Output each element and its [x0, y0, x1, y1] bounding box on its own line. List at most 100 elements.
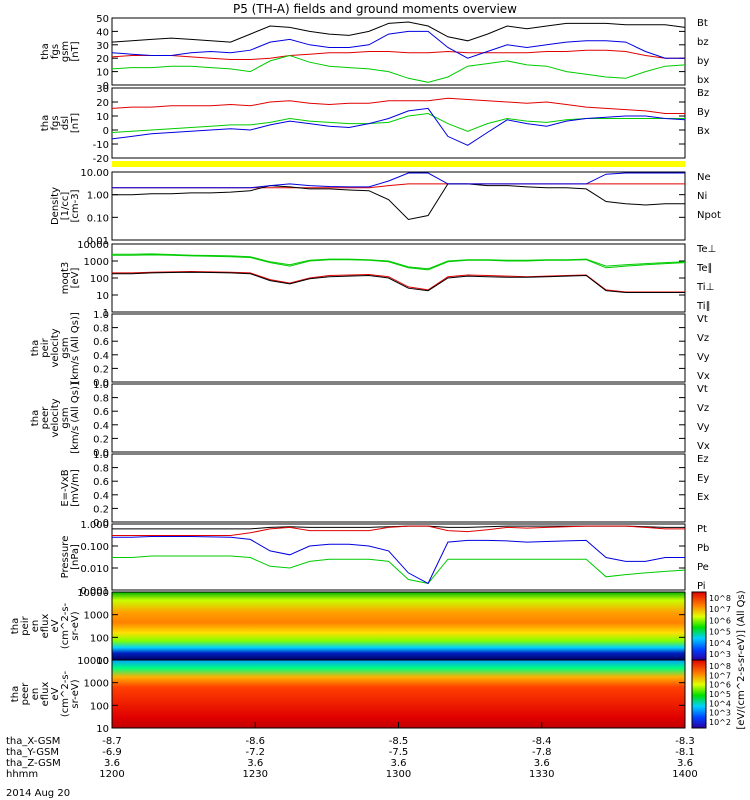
y-tick-label: 1000	[84, 611, 109, 622]
y-axis-label-line: eV	[50, 619, 61, 632]
y-tick-label: 0.010	[80, 564, 109, 575]
y-axis-label-line: Density	[50, 187, 61, 225]
legend-entry: Ne	[697, 172, 711, 183]
y-tick-label: 10	[96, 68, 109, 79]
x-tick-label: -8.7	[102, 736, 122, 747]
y-axis-label-line: tha	[40, 115, 51, 131]
y-tick-label: 1.0	[93, 380, 109, 391]
y-tick-label: 20	[96, 54, 109, 65]
y-tick-label: 100	[90, 633, 109, 644]
y-tick-label: 1.00	[87, 191, 109, 202]
panel-frame	[111, 313, 686, 383]
colorbar-tick-label: 10^6	[709, 616, 731, 625]
yellow-separator	[112, 161, 685, 167]
y-tick-label: 0.6	[93, 407, 109, 418]
x-tick-label: -8.5	[389, 736, 409, 747]
colorbar-tick-label: 10^4	[709, 699, 731, 708]
colorbar-tick-label: 10^2	[709, 718, 731, 727]
x-tick-label: -7.5	[389, 747, 409, 758]
y-axis-label-line: [mV/m]	[70, 469, 81, 507]
y-axis-label: tha peer velocity gsm [km/s (All Qs)]	[30, 382, 81, 454]
y-tick-label: 10000	[77, 656, 109, 667]
y-tick-label: 0.4	[93, 351, 109, 362]
colorbar-tick-label: 10^6	[709, 681, 731, 690]
series-line-Ni	[112, 183, 685, 221]
legend-entry: bz	[697, 37, 709, 48]
y-axis-label-line: peer	[20, 682, 31, 706]
legend-entry: Npot	[697, 210, 721, 221]
panel-frame	[111, 87, 686, 159]
series-line-Bx	[111, 107, 686, 146]
y-axis-label: tha peer en eflux eV (cm^2-s-sr-eV)	[10, 670, 81, 717]
y-axis-label-line: E=-VxB	[60, 469, 71, 506]
y-axis-label: Pressure [nPa]	[60, 536, 81, 579]
y-axis-label-line: fgs	[50, 44, 61, 59]
y-tick-label: 0.2	[93, 504, 109, 515]
y-axis-label: E=-VxB [mV/m]	[60, 469, 81, 507]
y-tick-label: 0.8	[93, 464, 109, 475]
x-tick-label: 1330	[529, 769, 554, 780]
series-line-By	[111, 112, 685, 133]
x-tick-label: -8.4	[532, 736, 552, 747]
series-line-Te∥	[112, 271, 685, 293]
panel-frame	[111, 243, 686, 313]
y-tick-label: 0.10	[87, 213, 109, 224]
legend-entry: Vx	[697, 371, 710, 382]
panel-density: 10.00 1.00 0.10 0.01 Density [1/cc] [cm-3] Ne Ni…	[50, 168, 721, 247]
legend-entry: Vz	[697, 403, 709, 414]
legend-entry: bx	[697, 75, 709, 86]
y-axis-label-line: velocity	[50, 328, 61, 367]
y-tick-label: 40	[96, 27, 109, 38]
panel-temp: 10000 1000 100 10 1 moqt3 [eV] Te⊥ Te∥ Ti⊥ Ti∥	[60, 240, 716, 319]
legend-entry: Pt	[697, 524, 707, 535]
colorbar-unit-label: [eV/(cm^2-s-sr-eV)] (All Qs)	[736, 590, 747, 729]
y-axis-label-line: [cm-3]	[70, 189, 81, 222]
y-tick-label: 100	[90, 274, 109, 285]
legend-entry: Pe	[697, 562, 709, 573]
y-tick-label: 20	[96, 98, 109, 109]
series-line-Ne	[112, 183, 685, 189]
series-line-Npot	[112, 172, 685, 189]
y-tick-label: 100	[90, 701, 109, 712]
colorbar-group: 10^810^710^610^510^410^310^810^710^610^5…	[691, 590, 747, 730]
legend-entry: by	[697, 56, 709, 67]
series-line-Ti⊥	[112, 254, 686, 271]
x-tick-label: -7.2	[245, 747, 265, 758]
y-tick-label: -10	[93, 140, 109, 151]
y-axis-label-line: (cm^2-s-	[60, 670, 71, 717]
y-tick-label: 0.4	[93, 421, 109, 432]
x-axis-labels: tha_X-GSM -8.7 -8.6 -8.5 -8.4 -8.3 tha_Y-GSM -6…	[6, 722, 698, 780]
y-tick-label: 30	[96, 41, 109, 52]
x-row-label: tha_X-GSM	[6, 736, 60, 747]
y-tick-label: 0	[103, 126, 109, 137]
y-axis-label-line: [nT]	[70, 41, 81, 61]
series-line-Ti∥	[112, 253, 686, 270]
x-tick-label: 1400	[672, 769, 697, 780]
x-tick-label: 1200	[99, 769, 124, 780]
legend-entry: Bx	[697, 126, 710, 137]
y-axis-label-line: [eV]	[70, 268, 81, 289]
y-tick-label: 1.0	[93, 310, 109, 321]
y-axis-label-line: fgs	[50, 115, 61, 130]
y-axis-label-line: eflux	[40, 614, 51, 639]
panel-peir_spec: 10000 1000 100 10 tha peir en eflux eV (cm^2-s-sr…	[10, 588, 686, 667]
y-tick-label: 10.00	[80, 168, 109, 179]
panel-fgs_gsm: 50 40 30 20 10 0 tha fgs gsm [nT] Bt bz by bx	[40, 14, 709, 92]
x-tick-label: -7.8	[532, 747, 552, 758]
colorbar-tick-label: 10^3	[709, 709, 731, 718]
x-row-label: hhmm	[6, 769, 38, 780]
panel-frame	[111, 523, 686, 591]
panel-frame	[111, 383, 686, 453]
colorbar-tick-label: 10^5	[709, 628, 731, 637]
y-axis-label: tha fgs gsm [nT]	[40, 41, 81, 62]
x-tick-label: 3.6	[677, 758, 693, 769]
panel-frame	[111, 17, 686, 86]
y-axis-label-line: Pressure	[60, 536, 71, 579]
y-axis-label: Density [1/cc] [cm-3]	[50, 187, 81, 225]
legend-entry: By	[697, 107, 710, 118]
y-axis-label-line: velocity	[50, 398, 61, 437]
y-tick-label: 0.100	[80, 542, 109, 553]
y-tick-label: 0.001	[80, 586, 109, 597]
legend-entry: Te⊥	[696, 244, 716, 255]
